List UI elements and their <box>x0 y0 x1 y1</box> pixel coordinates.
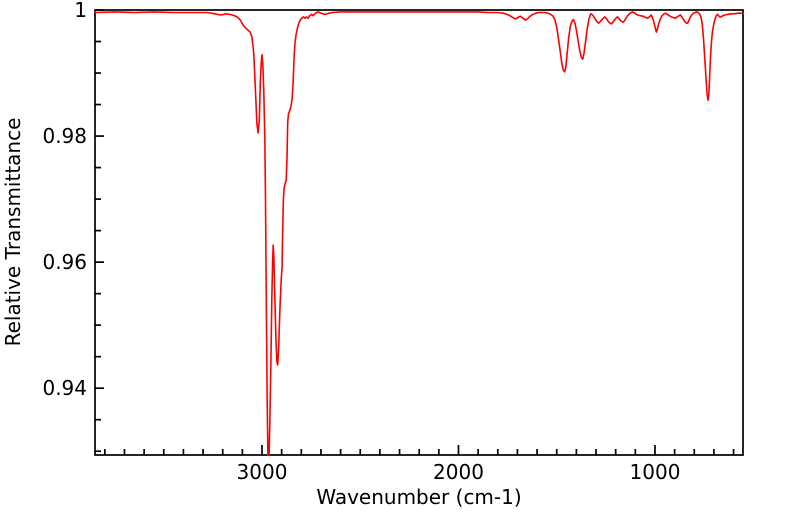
x-tick-label: 2000 <box>433 460 484 484</box>
spectrum-line <box>94 11 744 456</box>
x-axis-label: Wavenumber (cm-1) <box>316 485 522 509</box>
x-tick-label: 3000 <box>237 460 288 484</box>
axes-box <box>94 9 744 456</box>
x-tick-label: 1000 <box>630 460 681 484</box>
y-tick-label: 0.98 <box>42 124 87 148</box>
y-tick-label: 0.96 <box>42 250 87 274</box>
y-tick-label: 0.94 <box>42 376 87 400</box>
y-axis-label: Relative Transmittance <box>1 117 25 347</box>
y-tick-label: 1 <box>74 0 87 22</box>
